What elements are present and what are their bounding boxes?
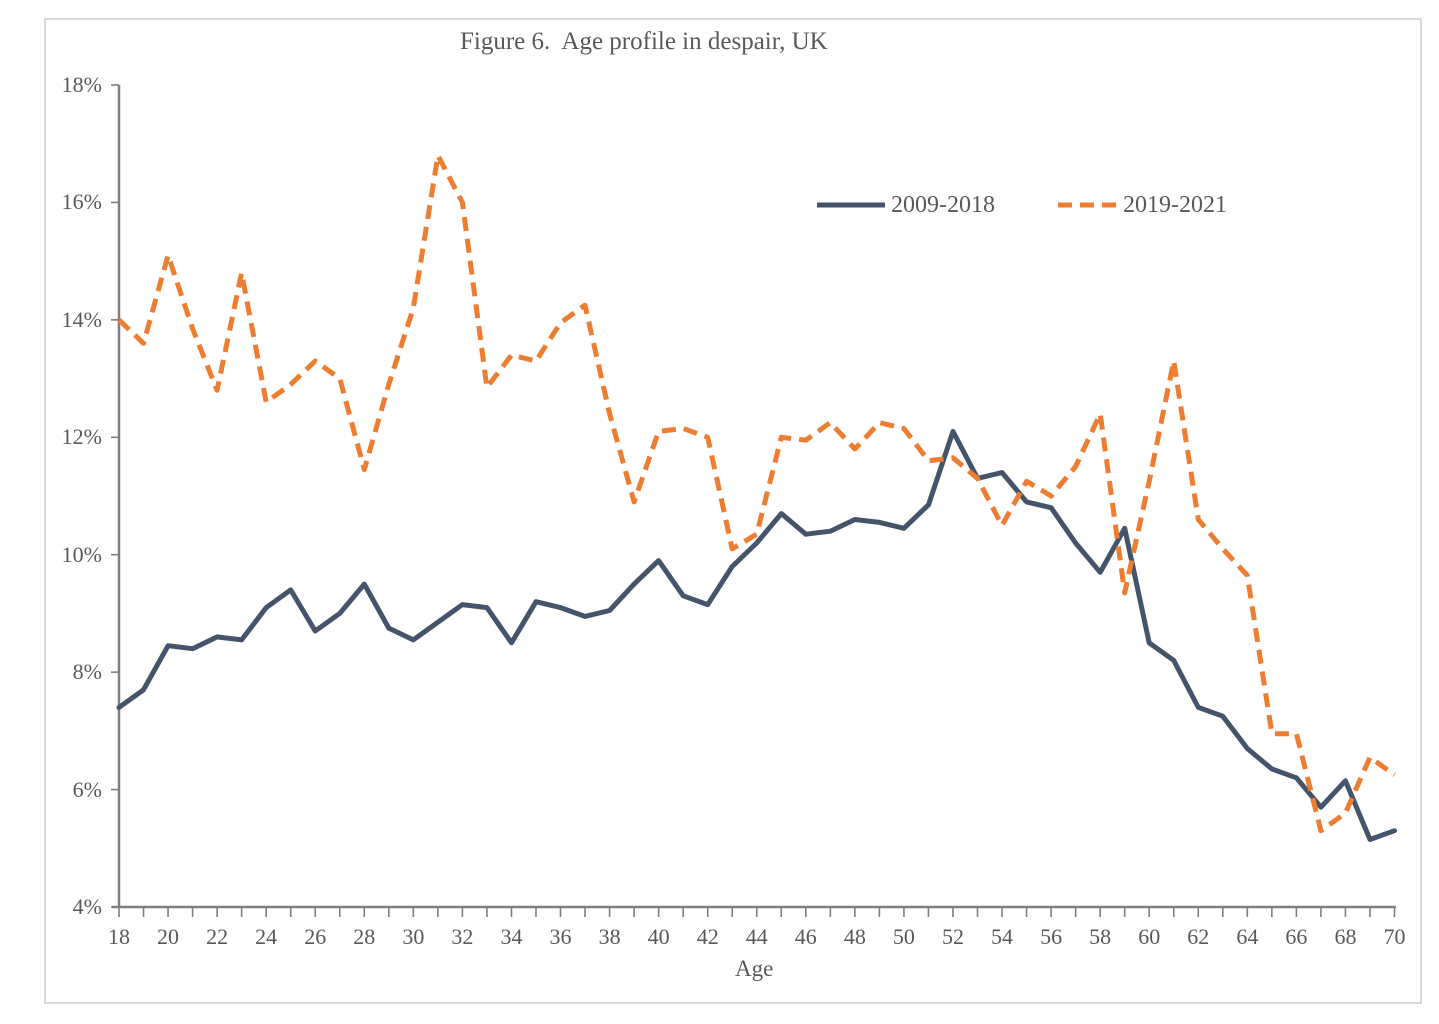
x-tick-label: 28 — [353, 924, 376, 949]
x-tick-label: 62 — [1187, 924, 1210, 949]
x-tick-label: 32 — [451, 924, 474, 949]
x-tick-label: 40 — [647, 924, 670, 949]
x-tick-label: 18 — [108, 924, 130, 949]
x-tick-label: 58 — [1089, 924, 1112, 949]
x-tick-label: 68 — [1334, 924, 1357, 949]
series-2009-2018-line — [116, 428, 1397, 842]
x-tick-label: 52 — [941, 924, 964, 949]
y-tick-label: 16% — [61, 189, 102, 215]
legend-label-2009-2018: 2009-2018 — [891, 191, 995, 218]
x-tick-label: 64 — [1236, 924, 1259, 949]
y-tick-label: 4% — [72, 894, 102, 919]
x-tick-label: 38 — [598, 924, 621, 949]
x-tick-label: 60 — [1138, 924, 1161, 949]
y-tick-label: 6% — [72, 776, 102, 802]
y-tick-label: 14% — [61, 306, 102, 332]
x-tick-label: 48 — [843, 924, 866, 949]
chart-frame — [44, 18, 1422, 1004]
x-tick-label: 50 — [892, 924, 915, 949]
series-2019-2021-line — [117, 153, 1396, 834]
legend-item-2009-2018: 2009-2018 — [815, 192, 995, 219]
x-tick-label: 24 — [255, 924, 278, 949]
y-tick-label: 18% — [61, 72, 102, 97]
x-tick-label: 46 — [794, 924, 817, 949]
x-tick-label: 66 — [1285, 924, 1308, 949]
x-tick-label: 20 — [157, 924, 180, 949]
x-tick-label: 56 — [1040, 924, 1063, 949]
x-tick-label: 44 — [745, 924, 768, 949]
legend-solid-line-icon — [817, 202, 885, 208]
x-tick-label: 36 — [549, 924, 572, 949]
x-tick-label: 54 — [991, 924, 1014, 949]
legend-dashed-line-icon — [1058, 202, 1118, 208]
x-tick-label: 26 — [304, 924, 327, 949]
x-tick-label: 70 — [1383, 924, 1406, 949]
legend-item-2019-2021: 2019-2021 — [1057, 192, 1227, 219]
y-tick-label: 10% — [61, 541, 102, 567]
x-axis-title: Age — [735, 956, 774, 981]
y-tick-label: 12% — [61, 424, 102, 450]
x-tick-label: 34 — [500, 924, 523, 949]
y-tick-label: 8% — [72, 659, 102, 685]
x-tick-label: 22 — [206, 924, 229, 949]
x-tick-label: 42 — [696, 924, 719, 949]
legend-label-2019-2021: 2019-2021 — [1123, 191, 1227, 218]
chart-title: Figure 6. Age profile in despair, UK — [460, 28, 828, 55]
x-tick-label: 30 — [402, 924, 425, 949]
legend: 2009-2018 2019-2021 — [815, 190, 1227, 220]
